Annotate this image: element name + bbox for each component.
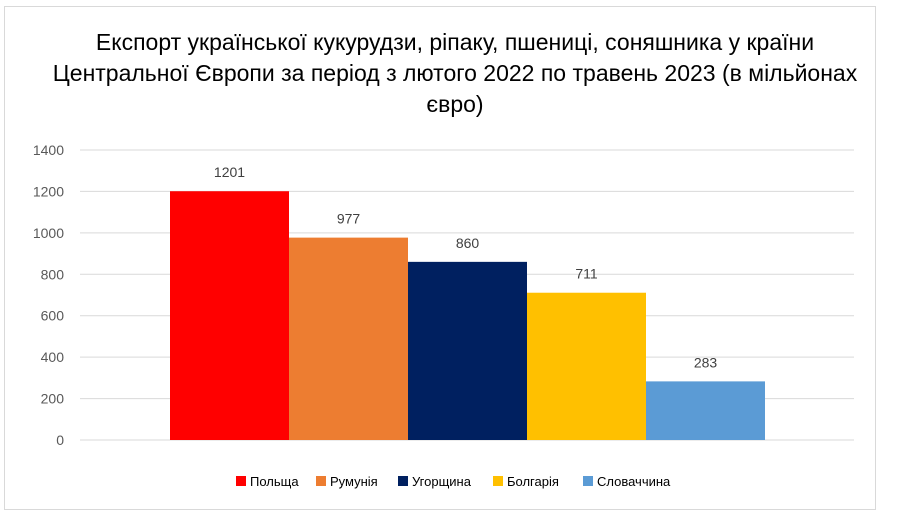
data-label: 711 [575,266,598,282]
legend-label: Болгарія [507,474,559,489]
y-tick-label: 400 [41,349,65,365]
legend-label: Польща [250,474,299,489]
y-tick-label: 200 [41,391,65,407]
y-tick-label: 800 [41,266,65,282]
bar [408,261,527,440]
data-label: 977 [337,211,361,227]
data-label: 860 [456,235,480,251]
chart-title: Експорт української кукурудзи, ріпаку, п… [52,29,858,117]
legend-swatch [493,476,503,486]
bar [289,237,408,440]
y-tick-label: 1400 [33,142,64,158]
y-tick-label: 1200 [33,183,64,199]
data-label: 283 [694,354,718,370]
legend-swatch [583,476,593,486]
legend-swatch [316,476,326,486]
bar [170,191,289,440]
y-tick-label: 1000 [33,225,64,241]
legend-swatch [398,476,408,486]
legend-swatch [236,476,246,486]
bar [646,381,765,440]
y-tick-label: 600 [41,308,65,324]
data-label: 1201 [214,164,245,180]
bar [527,292,646,440]
legend-label: Румунія [330,474,378,489]
legend-label: Угорщина [412,474,472,489]
legend-label: Словаччина [597,474,671,489]
y-tick-label: 0 [56,432,64,448]
